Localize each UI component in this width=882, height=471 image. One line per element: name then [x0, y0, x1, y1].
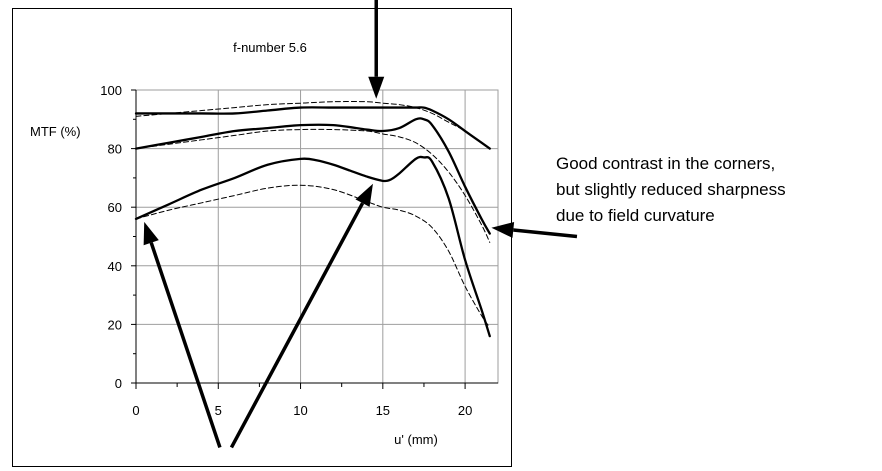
y-tick-label: 40: [108, 259, 122, 274]
series-line-1-solid: [134, 106, 491, 150]
chart-title: f-number 5.6: [233, 40, 307, 55]
series-layer: [134, 101, 491, 338]
axis-layer: 0 20 40 60 80 100 0 5 10 15 20: [100, 83, 498, 418]
x-tick-label: 10: [293, 403, 307, 418]
arrow-3-shaft: [149, 242, 222, 449]
series-line-4-dashed: [135, 128, 491, 243]
arrow-2-shaft: [513, 228, 578, 239]
arrow-2-head: [491, 222, 515, 238]
y-tick-label: 80: [108, 142, 122, 157]
x-tick-label: 20: [458, 403, 472, 418]
plot-area: [135, 89, 499, 384]
series-line-3-solid: [134, 117, 491, 235]
x-tick-label: 5: [215, 403, 222, 418]
x-tick-label: 15: [376, 403, 390, 418]
arrow-layer: [143, 0, 578, 449]
y-tick-label: 60: [108, 200, 122, 215]
y-tick-label: 100: [100, 83, 122, 98]
arrow-1-head: [368, 76, 385, 99]
series-line-6-dashed: [135, 184, 491, 328]
x-tick-label: 0: [132, 403, 139, 418]
arrow-4-head: [355, 183, 373, 207]
grid-layer: [135, 89, 499, 384]
arrow-4-shaft: [229, 202, 365, 449]
y-axis-label: MTF (%): [30, 124, 81, 139]
series-line-5-solid: [134, 155, 491, 338]
annotation-line-1: Good contrast in the corners,: [556, 154, 775, 173]
y-tick-label: 20: [108, 317, 122, 332]
arrow-3-head: [143, 221, 159, 246]
series-line-2-dashed: [135, 101, 491, 150]
x-axis-label: u' (mm): [394, 432, 438, 447]
annotation-line-3: due to field curvature: [556, 206, 715, 225]
y-tick-label: 0: [115, 376, 122, 391]
annotation-line-2: but slightly reduced sharpness: [556, 180, 786, 199]
